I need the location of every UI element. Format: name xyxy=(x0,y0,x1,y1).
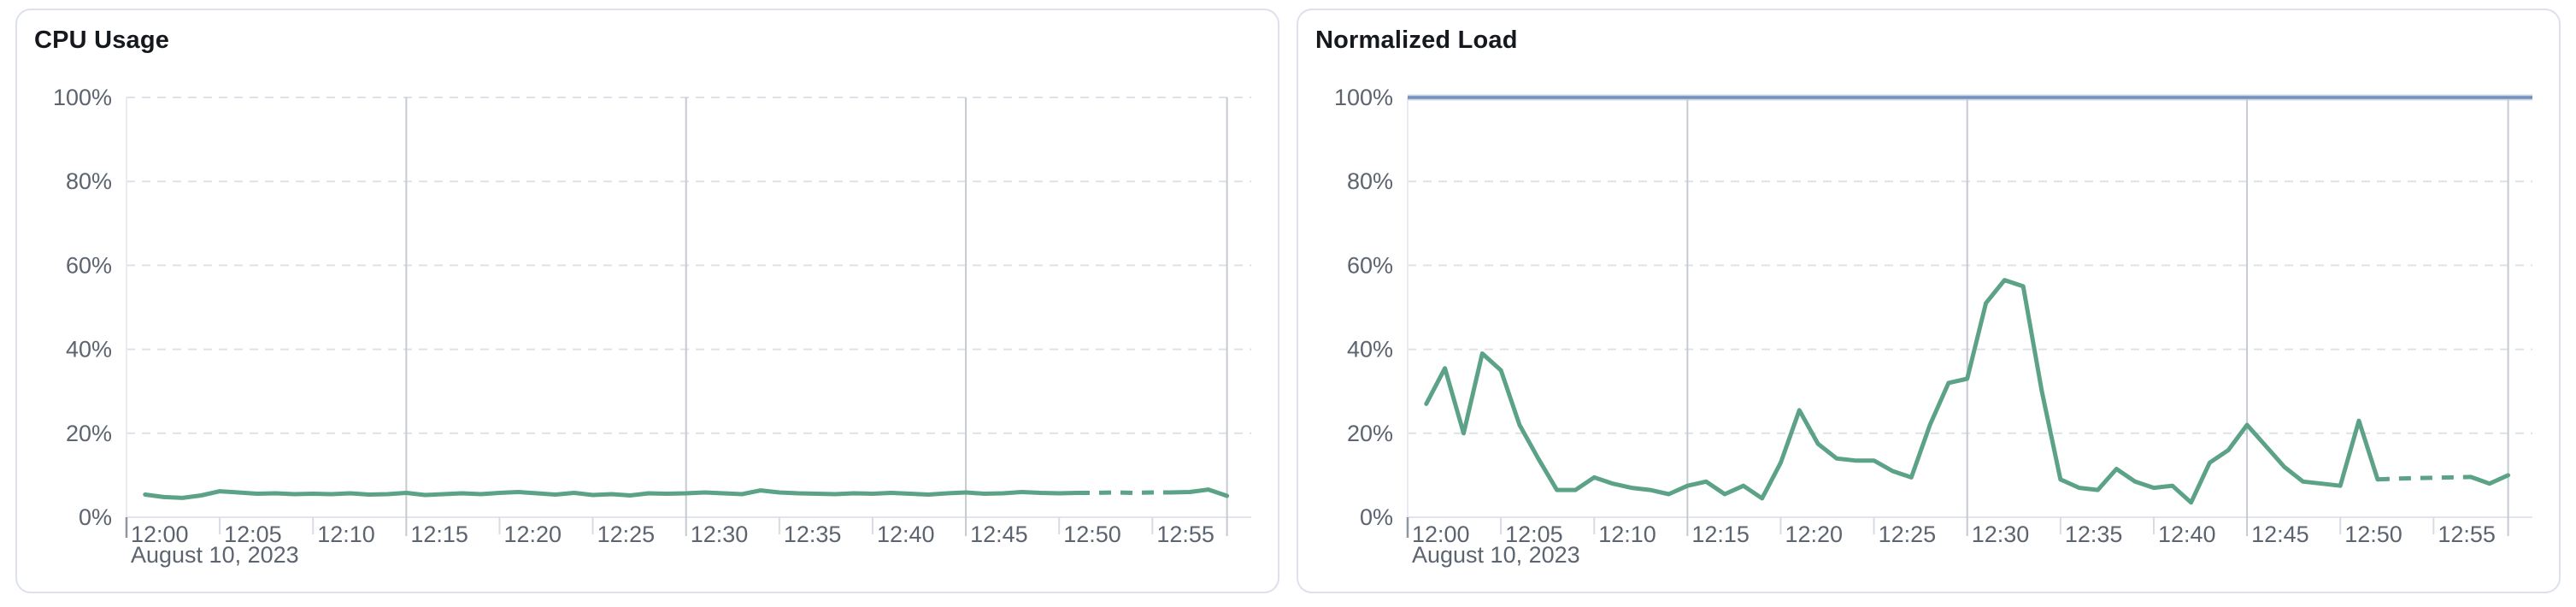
y-tick-label: 80% xyxy=(66,168,112,194)
x-tick-label: 12:40 xyxy=(2158,522,2216,547)
x-tick-label: 12:10 xyxy=(1598,522,1656,547)
series-line-dashed xyxy=(2377,474,2472,482)
y-tick-label: 100% xyxy=(1334,85,1393,110)
x-tick-label: 12:45 xyxy=(2251,522,2309,547)
y-tick-label: 20% xyxy=(1347,421,1393,446)
x-tick-label: 12:50 xyxy=(1063,522,1121,547)
x-tick-label: 12:10 xyxy=(317,522,375,547)
x-tick-label: 12:00 xyxy=(131,522,189,547)
x-tick-label: 12:15 xyxy=(1691,522,1750,547)
x-tick-label: 12:40 xyxy=(877,522,935,547)
normalized-load-chart-canvas[interactable]: 0% 20% 40% 60% 80% 100% 12:00 12:05 12:10 12:15 12… xyxy=(1298,10,2559,592)
x-axis-date-label: August 10, 2023 xyxy=(1412,542,1580,568)
y-tick-label: 60% xyxy=(1347,252,1393,278)
series-line-solid-end xyxy=(2468,473,2511,486)
x-tick-label: 12:05 xyxy=(1505,522,1563,547)
x-tick-label: 12:55 xyxy=(1156,522,1214,547)
cpu-usage-card: 0% 20% 40% 60% 80% 100% 12:00 12:05 12:10 12:15 12… xyxy=(15,9,1279,593)
y-tick-label: 0% xyxy=(79,504,112,530)
chart-title-cpu-usage: CPU Usage xyxy=(34,27,170,54)
x-tick-label: 12:30 xyxy=(691,522,749,547)
x-tick-label: 12:15 xyxy=(410,522,468,547)
series-line-dashed xyxy=(1078,490,1172,495)
x-tick-label: 12:20 xyxy=(503,522,562,547)
x-tick-label: 12:25 xyxy=(597,522,656,547)
x-tick-label: 12:50 xyxy=(2344,522,2403,547)
x-tick-label: 12:35 xyxy=(784,522,842,547)
x-tick-label: 12:45 xyxy=(970,522,1028,547)
x-tick-label: 12:25 xyxy=(1879,522,1937,547)
x-tick-label: 12:55 xyxy=(2438,522,2496,547)
x-tick-label: 12:05 xyxy=(224,522,282,547)
cpu-usage-chart-canvas[interactable]: 0% 20% 40% 60% 80% 100% 12:00 12:05 12:10 12:15 12… xyxy=(17,10,1278,592)
x-tick-label: 12:20 xyxy=(1785,522,1843,547)
y-tick-label: 40% xyxy=(1347,337,1393,362)
y-tick-label: 100% xyxy=(53,85,112,110)
x-tick-label: 12:30 xyxy=(1972,522,2030,547)
y-tick-label: 0% xyxy=(1360,504,1393,530)
y-tick-label: 60% xyxy=(66,252,112,278)
y-tick-label: 40% xyxy=(66,337,112,362)
normalized-load-card: 0% 20% 40% 60% 80% 100% 12:00 12:05 12:10 12:15 12… xyxy=(1297,9,2561,593)
x-tick-label: 12:35 xyxy=(2065,522,2123,547)
y-tick-label: 20% xyxy=(66,421,112,446)
y-tick-label: 80% xyxy=(1347,168,1393,194)
series-line-solid xyxy=(1424,278,2380,505)
x-tick-label: 12:00 xyxy=(1412,522,1470,547)
chart-title-normalized-load: Normalized Load xyxy=(1315,27,1518,54)
x-axis-date-label: August 10, 2023 xyxy=(131,542,299,568)
series-line-solid xyxy=(143,488,1080,500)
series-line-solid-end xyxy=(1168,487,1230,498)
